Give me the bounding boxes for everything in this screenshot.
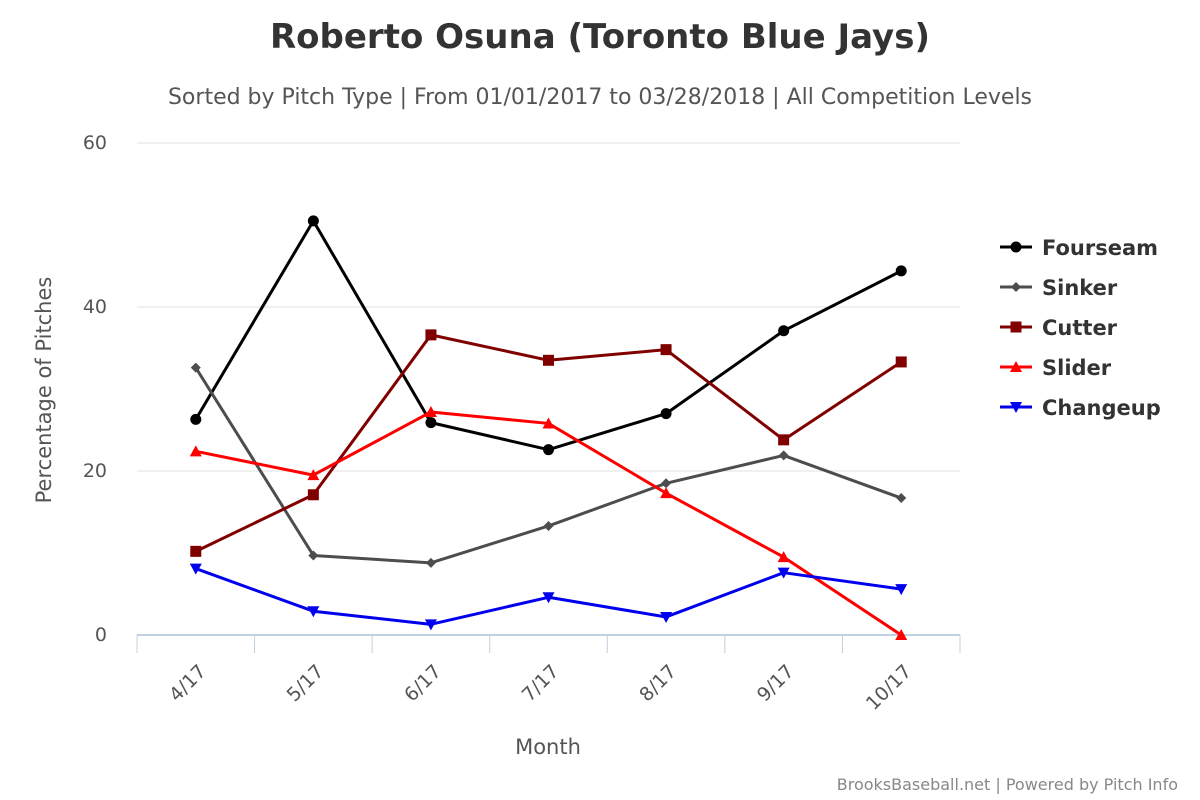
x-axis-title: Month xyxy=(515,735,581,759)
series-line-cutter xyxy=(194,333,903,553)
legend-label: Sinker xyxy=(1042,276,1118,300)
y-tick-label: 60 xyxy=(83,132,107,154)
x-tick-label: 6/17 xyxy=(400,660,446,706)
legend-marker-sinker xyxy=(1011,282,1021,292)
data-point-fourseam xyxy=(895,265,907,277)
x-axis-ticks: 4/17 5/17 6/17 7/17 8/17 9/17 10/17 xyxy=(165,660,916,714)
series-line-fourseam xyxy=(194,219,903,452)
legend-item-sinker[interactable]: Sinker xyxy=(1000,276,1118,300)
legend-label: Slider xyxy=(1042,356,1112,380)
series-group xyxy=(189,215,908,640)
data-point-fourseam xyxy=(778,325,790,337)
data-point-sinker xyxy=(190,362,201,373)
y-tick-label: 0 xyxy=(95,624,107,646)
chart-credit: BrooksBaseball.net | Powered by Pitch In… xyxy=(837,775,1178,794)
y-tick-label: 20 xyxy=(83,460,107,482)
data-point-fourseam xyxy=(425,417,437,429)
legend-item-slider[interactable]: Slider xyxy=(1000,356,1112,380)
legend-marker-fourseam xyxy=(1010,241,1022,253)
data-point-sinker xyxy=(543,520,554,531)
y-tick-label: 40 xyxy=(83,296,107,318)
data-point-slider xyxy=(307,469,320,481)
data-point-cutter xyxy=(425,329,437,341)
data-point-changeup xyxy=(307,606,320,618)
legend-item-fourseam[interactable]: Fourseam xyxy=(1000,236,1158,260)
data-point-fourseam xyxy=(190,413,202,425)
legend-marker-changeup xyxy=(1010,402,1022,413)
y-axis-ticks: 0 20 40 60 xyxy=(83,132,107,646)
x-tick-label: 5/17 xyxy=(283,660,329,706)
legend: Fourseam Sinker Cutter Slider Changeup xyxy=(1000,236,1161,420)
x-tick-label: 10/17 xyxy=(862,660,916,714)
data-point-slider xyxy=(660,487,673,499)
x-axis xyxy=(136,634,961,653)
x-tick-label: 4/17 xyxy=(165,660,211,706)
series-line-sinker xyxy=(194,366,903,565)
data-point-slider xyxy=(777,551,790,563)
legend-item-cutter[interactable]: Cutter xyxy=(1000,316,1118,340)
y-axis-title: Percentage of Pitches xyxy=(32,277,56,504)
data-point-cutter xyxy=(190,545,202,557)
legend-label: Changeup xyxy=(1042,396,1161,420)
data-point-sinker xyxy=(896,493,907,504)
data-point-slider xyxy=(895,629,908,640)
x-tick-label: 8/17 xyxy=(635,660,681,706)
data-point-cutter xyxy=(895,356,907,368)
data-point-cutter xyxy=(778,434,790,446)
legend-label: Cutter xyxy=(1042,316,1118,340)
series-changeup xyxy=(189,563,908,631)
data-point-cutter xyxy=(660,344,672,356)
chart-title: Roberto Osuna (Toronto Blue Jays) xyxy=(270,17,930,57)
data-point-fourseam xyxy=(543,444,554,456)
data-point-sinker xyxy=(308,550,319,561)
data-point-fourseam xyxy=(660,408,672,420)
data-point-cutter xyxy=(307,489,319,501)
legend-label: Fourseam xyxy=(1042,236,1158,260)
data-point-sinker xyxy=(661,478,672,489)
data-point-changeup xyxy=(424,619,437,631)
data-point-cutter xyxy=(543,354,554,366)
data-point-changeup xyxy=(189,563,202,575)
data-point-slider xyxy=(542,417,555,429)
series-cutter xyxy=(190,329,907,557)
data-point-fourseam xyxy=(307,215,319,227)
data-point-changeup xyxy=(777,567,790,579)
legend-item-changeup[interactable]: Changeup xyxy=(1000,396,1161,420)
series-slider xyxy=(189,405,908,640)
data-point-sinker xyxy=(425,557,436,568)
data-point-changeup xyxy=(542,592,555,604)
x-tick-label: 9/17 xyxy=(753,660,799,706)
series-fourseam xyxy=(190,215,907,456)
x-tick-label: 7/17 xyxy=(518,660,564,706)
data-point-slider xyxy=(424,405,437,417)
data-point-slider xyxy=(189,445,202,457)
legend-marker-cutter xyxy=(1010,321,1022,333)
data-point-changeup xyxy=(660,611,673,623)
data-point-changeup xyxy=(895,584,908,596)
series-sinker xyxy=(190,362,907,568)
legend-marker-slider xyxy=(1010,361,1022,372)
data-point-sinker xyxy=(778,450,789,461)
chart-subtitle: Sorted by Pitch Type | From 01/01/2017 t… xyxy=(168,85,1032,110)
